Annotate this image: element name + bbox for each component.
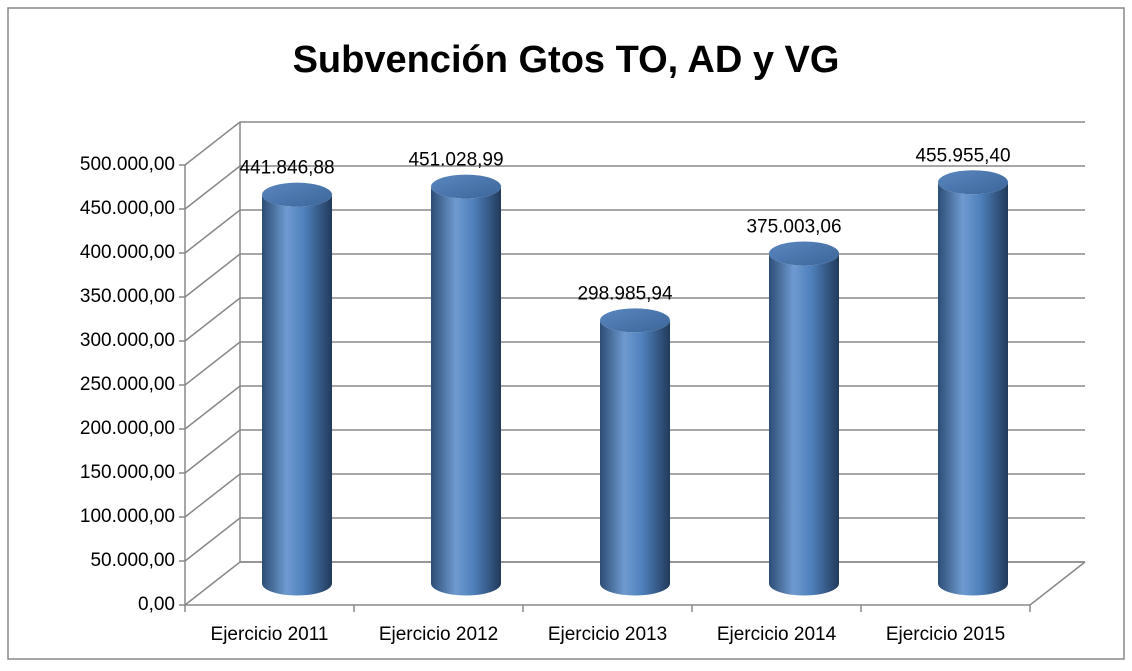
- x-tick-label: Ejercicio 2013: [548, 624, 667, 645]
- value-label: 298.985,94: [577, 283, 673, 304]
- y-tick-label: 400.000,00: [80, 242, 175, 263]
- x-tick-label: Ejercicio 2012: [379, 624, 498, 645]
- y-tick-label: 250.000,00: [80, 374, 175, 395]
- x-tick-label: Ejercicio 2011: [211, 624, 329, 645]
- bar-top: [262, 182, 332, 207]
- grid-line: [184, 121, 1085, 166]
- bar: [262, 194, 332, 596]
- x-tick-label: Ejercicio 2015: [886, 624, 1005, 645]
- bar: [769, 253, 839, 596]
- bar: [600, 320, 670, 596]
- bar-top: [431, 174, 501, 199]
- value-label: 441.846,88: [239, 158, 334, 179]
- value-label: 375.003,06: [746, 217, 841, 238]
- x-tick-label: Ejercicio 2014: [717, 624, 837, 645]
- bar-top: [769, 241, 839, 266]
- y-tick-label: 450.000,00: [80, 198, 175, 219]
- y-tick-label: 0,00: [138, 594, 175, 615]
- grid-line: [184, 209, 1085, 254]
- y-tick-label: 200.000,00: [80, 418, 175, 439]
- y-tick-label: 50.000,00: [90, 550, 175, 571]
- grid-line: [184, 165, 1085, 210]
- y-tick-label: 500.000,00: [80, 154, 175, 175]
- y-tick-label: 100.000,00: [80, 506, 175, 527]
- chart-title: Subvención Gtos TO, AD y VG: [293, 39, 840, 81]
- bar-top: [600, 308, 670, 333]
- value-label: 451.028,99: [408, 150, 503, 171]
- bar: [431, 186, 501, 596]
- bar-top: [938, 170, 1008, 195]
- y-tick-label: 350.000,00: [80, 286, 175, 307]
- value-label: 455.955,40: [915, 145, 1010, 166]
- y-tick-label: 150.000,00: [80, 462, 175, 483]
- y-tick-label: 300.000,00: [80, 330, 175, 351]
- bar: [938, 182, 1008, 596]
